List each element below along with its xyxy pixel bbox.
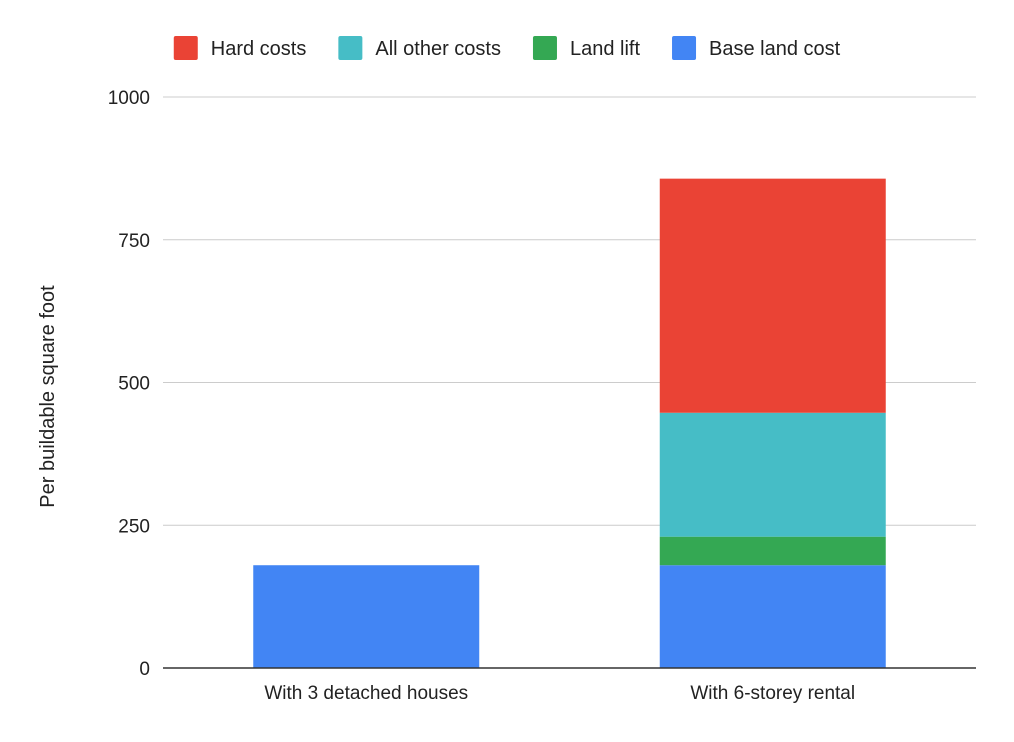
x-tick-label-with-6-storey-rental: With 6-storey rental: [690, 683, 855, 704]
y-tick-label-750: 750: [118, 231, 150, 252]
chart-legend: Hard costs All other costs Land lift Base l…: [173, 36, 841, 60]
y-axis-title: Per buildable square foot: [37, 285, 59, 508]
legend-swatch-land-lift: [532, 36, 557, 60]
legend-label-base-land-cost: Base land cost: [709, 38, 841, 60]
legend-item-land-lift: Land lift: [532, 36, 640, 60]
legend-swatch-base-land-cost: [672, 36, 697, 60]
legend-swatch-hard-costs: [173, 36, 198, 60]
legend-item-base-land-cost: Base land cost: [672, 36, 841, 60]
y-tick-label-250: 250: [118, 516, 150, 537]
bar-base-land-cost-with-6-storey-rental: [659, 565, 886, 668]
bar-stacks: [253, 178, 886, 668]
y-tick-label-0: 0: [139, 659, 150, 680]
y-tick-labels: 0 250 500 750 1000: [108, 88, 150, 680]
bar-base-land-cost-with-3-detached-houses: [253, 565, 480, 668]
x-tick-labels: With 3 detached houses With 6-storey rent…: [264, 683, 855, 704]
legend-swatch-all-other-costs: [338, 36, 363, 60]
x-tick-label-with-3-detached-houses: With 3 detached houses: [264, 683, 468, 704]
legend-label-hard-costs: Hard costs: [211, 38, 307, 60]
legend-label-all-other-costs: All other costs: [375, 38, 501, 60]
legend-item-all-other-costs: All other costs: [338, 36, 501, 60]
y-tick-label-1000: 1000: [108, 88, 150, 109]
bar-hard-costs-with-6-storey-rental: [659, 178, 886, 413]
bar-all-other-costs-with-6-storey-rental: [659, 412, 886, 537]
y-tick-label-500: 500: [118, 374, 150, 395]
legend-label-land-lift: Land lift: [570, 38, 640, 60]
legend-item-hard-costs: Hard costs: [173, 36, 307, 60]
bar-land-lift-with-6-storey-rental: [659, 536, 886, 566]
